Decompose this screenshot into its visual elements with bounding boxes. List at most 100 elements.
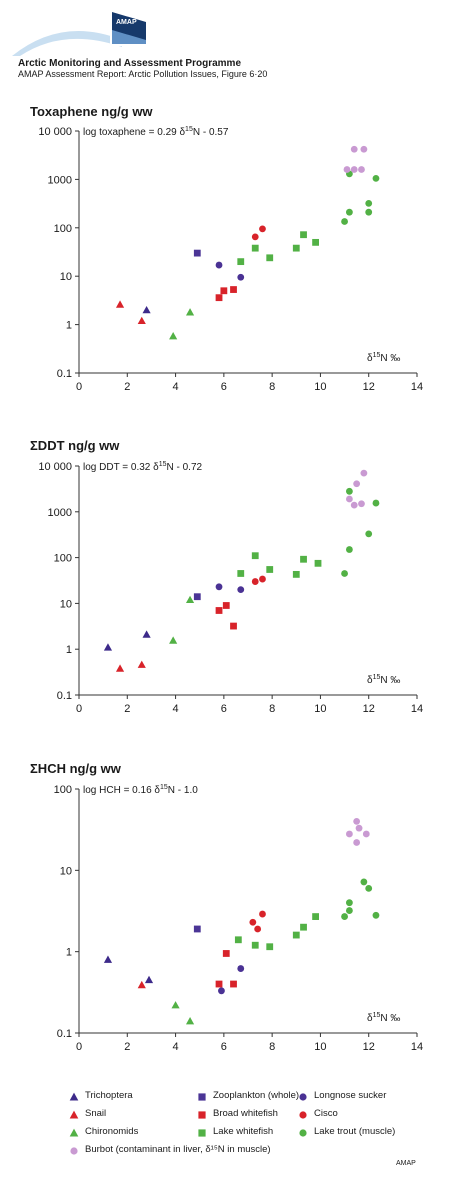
- data-point-lake-trout: [346, 487, 353, 495]
- data-point-burbot: [346, 495, 353, 503]
- data-point-burbot: [358, 166, 365, 173]
- data-point-cisco: [259, 225, 266, 233]
- x-tick-label: 6: [221, 1041, 227, 1053]
- data-point-trichoptera: [142, 305, 151, 314]
- x-tick-label: 14: [411, 703, 423, 715]
- data-point-burbot: [353, 839, 361, 846]
- data-point-lake-whitefish: [300, 923, 307, 931]
- legend-label-snail: Snail: [85, 1108, 107, 1119]
- x-tick-label: 0: [76, 381, 82, 393]
- data-point-broad-whitefish: [220, 287, 228, 295]
- x-tick-label: 14: [411, 381, 423, 393]
- y-tick-label: 100: [54, 553, 72, 565]
- data-point-lake-whitefish: [292, 931, 300, 939]
- data-point-lake-trout: [341, 218, 348, 225]
- amap-logo: AMAP: [110, 10, 148, 46]
- data-point-lake-whitefish: [300, 555, 307, 563]
- chart-title: Toxaphene ng/g ww: [30, 104, 153, 119]
- y-tick-label: 0.1: [57, 1028, 72, 1040]
- x-tick-label: 0: [76, 703, 82, 715]
- x-tick-label: 10: [314, 1041, 326, 1053]
- data-point-zooplankton: [193, 249, 201, 257]
- data-point-broad-whitefish: [230, 286, 237, 293]
- logo-text: AMAP: [116, 19, 137, 26]
- y-tick-label: 10: [60, 271, 72, 283]
- x-tick-label: 6: [221, 703, 227, 715]
- axes: [78, 131, 417, 374]
- data-point-zooplankton: [193, 925, 201, 933]
- data-point-chironomids: [169, 331, 178, 340]
- data-point-longnose-sucker: [237, 586, 245, 594]
- y-tick-label: 0.1: [57, 368, 72, 380]
- x-tick-label: 8: [269, 381, 275, 393]
- data-point-burbot: [346, 830, 353, 838]
- x-tick-label: 2: [124, 703, 130, 715]
- header-subtitle: AMAP Assessment Report: Arctic Pollution…: [18, 69, 268, 79]
- data-point-lake-whitefish: [312, 238, 319, 246]
- legend-label-broad-whitefish: Broad whitefish: [213, 1108, 278, 1119]
- y-tick-label: 1: [66, 947, 72, 959]
- data-point-lake-trout: [365, 199, 373, 207]
- legend-label-longnose-sucker: Longnose sucker: [314, 1090, 387, 1101]
- data-point-snail: [137, 980, 146, 989]
- legend-marker-trichoptera: [69, 1092, 79, 1101]
- legend-marker-lake-whitefish: [198, 1129, 206, 1137]
- x-tick-label: 12: [363, 1041, 375, 1053]
- y-tick-label: 1000: [48, 174, 72, 186]
- data-point-lake-whitefish: [266, 943, 274, 951]
- x-axis-label: δ15N ‰: [367, 1012, 400, 1024]
- data-point-lake-trout: [346, 208, 353, 216]
- legend-marker-chironomids: [69, 1128, 79, 1137]
- x-tick-label: 4: [173, 1041, 179, 1053]
- data-point-lake-whitefish: [292, 244, 300, 252]
- data-point-burbot: [355, 824, 363, 832]
- legend-marker-zooplankton: [198, 1093, 206, 1101]
- x-tick-label: 4: [173, 703, 179, 715]
- data-point-chironomids: [169, 636, 178, 644]
- data-point-burbot: [360, 469, 368, 477]
- x-tick-label: 0: [76, 1041, 82, 1053]
- data-point-lake-whitefish: [266, 566, 274, 573]
- axes: [78, 789, 417, 1034]
- data-point-zooplankton: [193, 593, 201, 601]
- y-tick-label: 0.1: [57, 690, 72, 702]
- data-point-snail: [115, 664, 125, 672]
- header-title: Arctic Monitoring and Assessment Program…: [18, 58, 242, 69]
- y-tick-label: 10 000: [38, 126, 72, 138]
- data-point-burbot: [358, 500, 365, 508]
- regression-equation: log DDT = 0.32 δ15N - 0.72: [83, 461, 203, 473]
- data-point-snail: [137, 660, 146, 668]
- chart-panel-1: Toxaphene ng/g ww 0 2 4 6 8 10 12 14 0.1 1 10 100 100…: [30, 104, 423, 393]
- data-point-broad-whitefish: [222, 950, 230, 957]
- data-point-burbot: [353, 817, 361, 825]
- x-tick-label: 6: [221, 381, 227, 393]
- data-point-cisco: [259, 910, 266, 918]
- data-point-broad-whitefish: [222, 602, 230, 609]
- data-point-trichoptera: [103, 955, 113, 963]
- data-point-lake-whitefish: [251, 552, 259, 560]
- legend-label-trichoptera: Trichoptera: [85, 1090, 133, 1101]
- data-point-lake-trout: [346, 546, 353, 553]
- y-tick-label: 10 000: [38, 461, 72, 473]
- chart-panel-2: ΣDDT ng/g ww 0 2 4 6 8 10 12 14 0.1 1 10 100 1000 10 0…: [30, 438, 423, 715]
- data-point-burbot: [353, 480, 361, 488]
- legend-marker-lake-trout: [299, 1129, 307, 1137]
- data-point-cisco: [251, 578, 259, 585]
- x-tick-label: 4: [173, 381, 179, 393]
- data-point-longnose-sucker: [215, 261, 223, 269]
- data-point-longnose-sucker: [237, 273, 245, 281]
- data-point-lake-whitefish: [314, 559, 322, 567]
- legend-label-lake-whitefish: Lake whitefish: [213, 1126, 274, 1137]
- legend-marker-snail: [69, 1110, 79, 1119]
- y-tick-label: 1: [66, 644, 72, 656]
- y-tick-label: 100: [54, 223, 72, 235]
- chart-title: ΣHCH ng/g ww: [30, 761, 122, 776]
- data-point-lake-whitefish: [237, 570, 245, 577]
- data-point-lake-whitefish: [237, 258, 245, 266]
- data-point-broad-whitefish: [215, 980, 223, 988]
- legend-marker-longnose-sucker: [299, 1093, 307, 1101]
- x-tick-label: 12: [363, 381, 375, 393]
- data-point-cisco: [251, 233, 259, 241]
- data-point-broad-whitefish: [215, 294, 223, 302]
